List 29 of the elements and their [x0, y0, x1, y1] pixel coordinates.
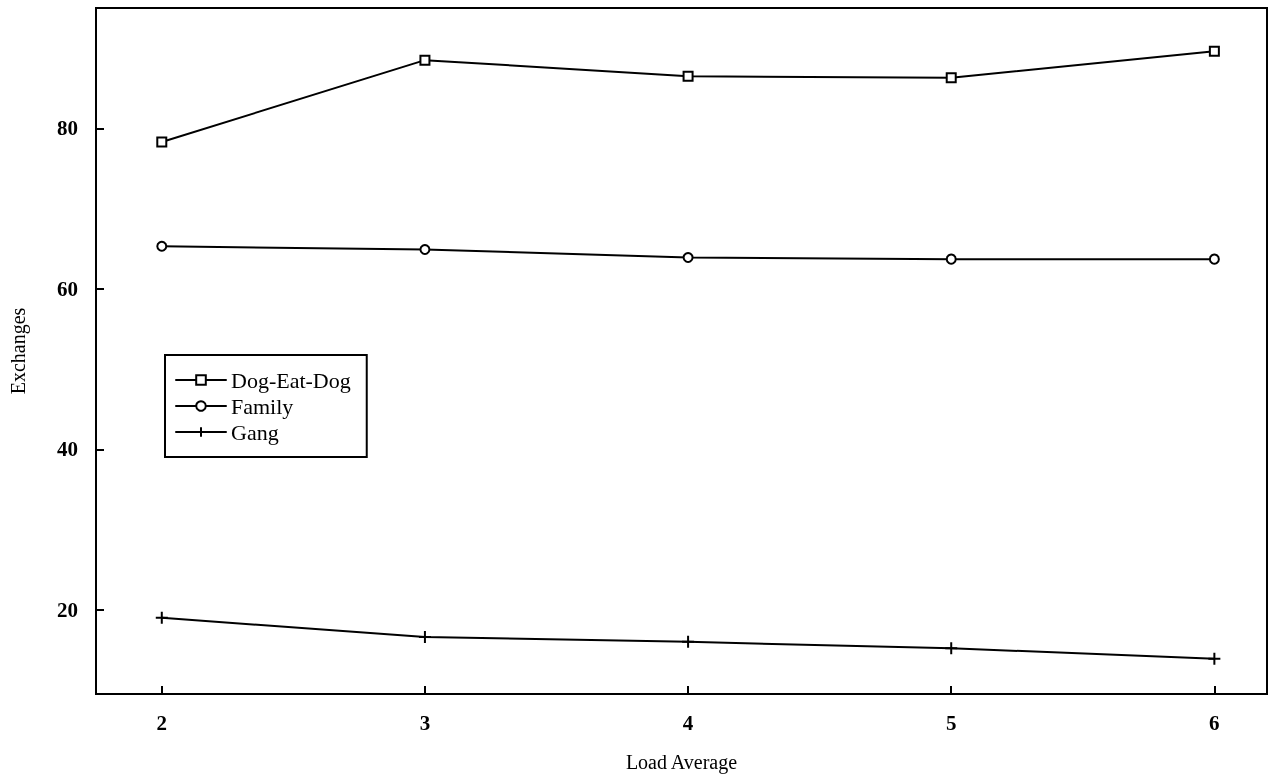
point — [156, 136, 168, 148]
legend-label: Dog-Eat-Dog — [231, 367, 351, 393]
point — [682, 70, 694, 82]
point — [154, 610, 169, 625]
legend-label: Family — [231, 393, 294, 419]
x-tick-label: 3 — [419, 710, 431, 735]
point — [1207, 651, 1222, 666]
point — [1208, 253, 1220, 265]
x-tick-label: 2 — [156, 710, 168, 735]
point — [681, 634, 696, 649]
x-tick-label: 4 — [682, 710, 694, 735]
y-tick-label: 80 — [57, 116, 78, 141]
y-tick-label: 20 — [57, 597, 78, 622]
point — [945, 253, 957, 265]
point — [1208, 45, 1220, 57]
point — [156, 240, 168, 252]
point — [682, 252, 694, 264]
legend-label: Gang — [231, 419, 279, 445]
point — [419, 54, 431, 66]
point — [419, 244, 431, 255]
x-axis-title: Load Average — [625, 751, 738, 774]
point — [417, 630, 432, 645]
y-tick-label: 40 — [57, 437, 78, 462]
x-tick-label: 6 — [1209, 710, 1220, 735]
point — [944, 641, 959, 656]
y-tick-label: 60 — [57, 276, 78, 301]
y-axis-title: Exchanges — [7, 307, 30, 395]
point — [945, 72, 957, 84]
x-tick-label: 5 — [945, 710, 957, 735]
